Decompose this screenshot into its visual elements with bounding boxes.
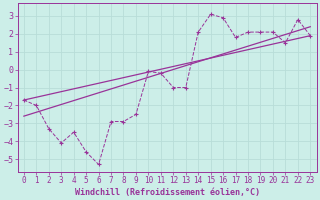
X-axis label: Windchill (Refroidissement éolien,°C): Windchill (Refroidissement éolien,°C) [75, 188, 260, 197]
